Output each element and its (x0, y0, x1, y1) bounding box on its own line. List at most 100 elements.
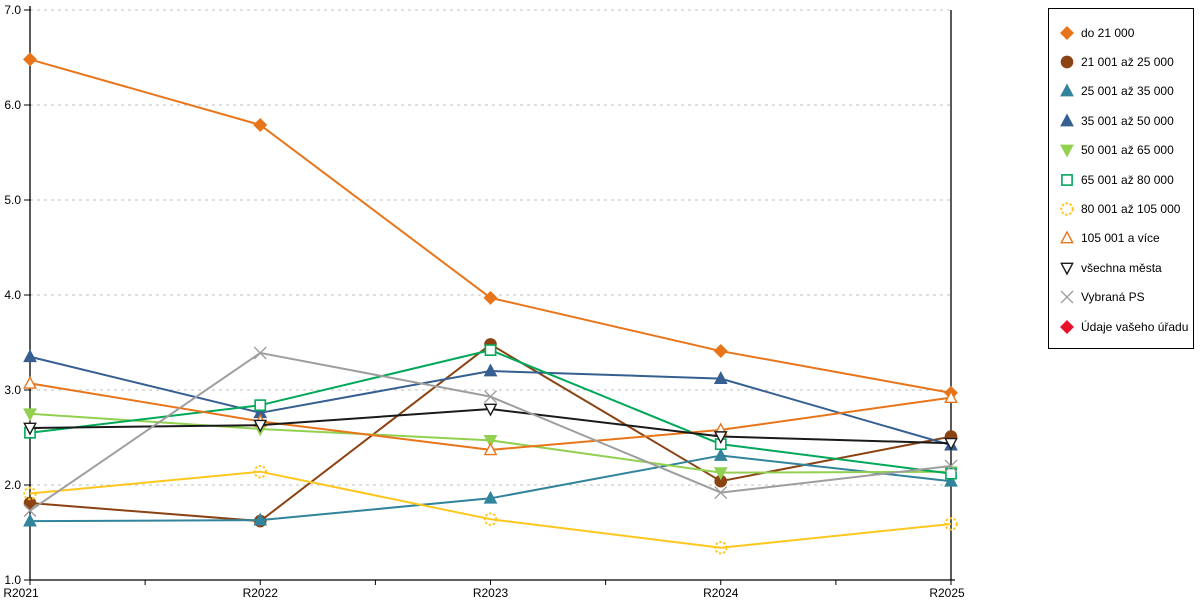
marker-triangle-up-icon (253, 512, 268, 526)
legend-item: 80 001 až 105 000 (1059, 194, 1185, 223)
legend-item: 25 001 až 35 000 (1059, 77, 1185, 106)
marker-triangle-up-icon (713, 448, 728, 461)
marker-triangle-down-icon (253, 419, 268, 433)
legend-circle-dashed-icon (1060, 202, 1074, 216)
legend-item: Údaje vašeho úřadu (1059, 312, 1189, 341)
marker-triangle-up-icon (1060, 113, 1074, 127)
marker-circle-icon (23, 496, 37, 510)
legend-triangle-down-icon (1060, 262, 1074, 276)
x-tick-label: R2021 (3, 586, 39, 600)
legend-label: do 21 000 (1081, 25, 1135, 40)
marker-x-icon (253, 346, 267, 360)
x-tick-label: R2025 (929, 586, 965, 600)
legend-triangle-up-icon (1060, 83, 1074, 97)
marker-square-icon (254, 399, 267, 412)
marker-square-icon (484, 344, 497, 356)
marker-diamond-icon (23, 52, 37, 67)
series-line (29, 470, 952, 549)
marker-triangle-down-icon (944, 437, 958, 451)
marker-triangle-down-icon (23, 408, 37, 422)
legend-label: všechna města (1081, 260, 1162, 275)
marker-triangle-down-icon (713, 467, 728, 481)
marker-circle-icon (1060, 55, 1074, 69)
marker-circle-dashed-icon (483, 512, 498, 526)
legend-item: 50 001 až 65 000 (1059, 136, 1185, 165)
marker-triangle-down-icon (1060, 262, 1074, 276)
marker-circle-dashed-icon (944, 517, 958, 531)
legend-label: 65 001 až 80 000 (1081, 172, 1174, 187)
legend-item: do 21 000 (1059, 18, 1185, 47)
marker-triangle-down-icon (1060, 144, 1074, 158)
legend-diamond-icon (1060, 319, 1074, 334)
legend-triangle-up-icon (1060, 230, 1074, 244)
marker-triangle-up-icon (23, 375, 37, 389)
legend-square-icon (1061, 173, 1073, 186)
y-tick-label: 4.0 (4, 288, 21, 302)
marker-triangle-down-icon (483, 403, 498, 417)
legend-label: 21 001 až 25 000 (1081, 55, 1174, 70)
y-tick-label: 5.0 (4, 193, 21, 207)
legend-diamond-icon (1060, 25, 1074, 40)
marker-triangle-up-icon (1060, 230, 1074, 244)
legend-item: 65 001 až 80 000 (1059, 165, 1185, 194)
marker-circle-dashed-icon (1060, 202, 1074, 216)
series-10 (23, 346, 958, 518)
x-tick-label: R2022 (243, 586, 279, 600)
y-tick-label: 2.0 (4, 478, 21, 492)
y-tick-label: 3.0 (4, 383, 21, 397)
marker-triangle-up-icon (713, 371, 728, 384)
legend-item: 21 001 až 25 000 (1059, 47, 1185, 76)
y-tick-label: 7.0 (4, 3, 21, 17)
series-7 (23, 465, 958, 555)
legend-item: 35 001 až 50 000 (1059, 106, 1185, 135)
marker-diamond-icon (483, 290, 498, 305)
legend-label: 80 001 až 105 000 (1081, 202, 1181, 217)
y-tick-label: 6.0 (4, 98, 21, 112)
marker-triangle-down-icon (713, 431, 728, 445)
marker-triangle-up-icon (483, 490, 498, 504)
series-4 (23, 349, 958, 451)
marker-triangle-up-icon (1060, 83, 1074, 97)
marker-triangle-up-icon (23, 513, 37, 527)
marker-triangle-up-icon (483, 363, 498, 377)
marker-triangle-down-icon (23, 422, 37, 436)
legend-x-icon (1060, 290, 1074, 304)
marker-x-icon (484, 390, 497, 404)
series-3 (23, 448, 958, 527)
marker-square-icon (945, 467, 957, 480)
legend-item: všechna města (1059, 253, 1185, 282)
marker-square-icon (1061, 173, 1073, 186)
legend-label: 35 001 až 50 000 (1081, 113, 1174, 128)
marker-x-icon (944, 459, 958, 473)
series-1 (23, 52, 958, 400)
legend-label: Údaje vašeho úřadu (1081, 319, 1189, 334)
series-line (29, 454, 952, 523)
x-tick-label: R2024 (703, 586, 739, 600)
legend-label: 105 001 a více (1081, 231, 1160, 246)
y-tick-label: 1.0 (4, 573, 21, 587)
marker-triangle-down-icon (483, 434, 498, 448)
marker-x-icon (714, 486, 728, 500)
marker-triangle-up-icon (944, 473, 958, 487)
marker-circle-dashed-icon (253, 465, 267, 479)
legend-item: Vybraná PS (1059, 283, 1185, 312)
x-tick-label: R2023 (473, 586, 509, 600)
marker-triangle-up-icon (944, 390, 958, 403)
marker-circle-dashed-icon (714, 541, 728, 555)
legend-triangle-up-icon (1060, 113, 1074, 127)
series-9 (23, 403, 958, 451)
legend-label: 50 001 až 65 000 (1081, 143, 1174, 158)
marker-diamond-icon (253, 117, 268, 132)
marker-triangle-up-icon (23, 349, 37, 363)
marker-x-icon (1060, 290, 1074, 304)
legend-triangle-down-icon (1060, 144, 1074, 158)
marker-triangle-up-icon (483, 442, 498, 456)
marker-x-icon (23, 504, 37, 518)
series-line (29, 351, 952, 512)
chart-legend: do 21 000 21 001 až 25 000 25 001 až 35 00… (1048, 8, 1194, 350)
legend-label: 25 001 až 35 000 (1081, 84, 1174, 99)
legend-circle-icon (1060, 55, 1074, 69)
marker-circle-dashed-icon (23, 486, 37, 501)
